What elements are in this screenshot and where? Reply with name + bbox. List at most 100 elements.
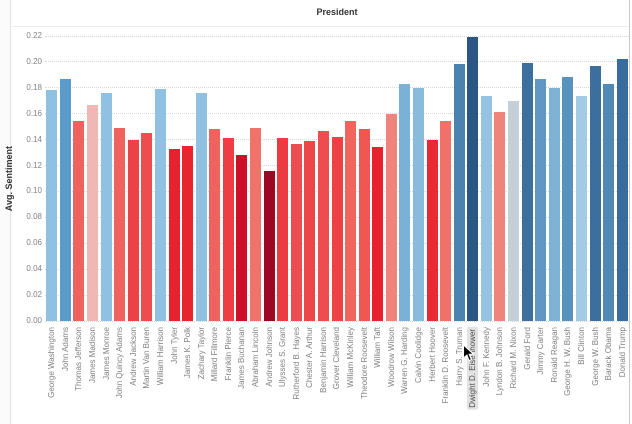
x-label-ulysses-s-grant[interactable]: Ulysses S. Grant <box>276 327 290 421</box>
bar-james-k-polk[interactable] <box>182 146 194 321</box>
bar-ulysses-s-grant[interactable] <box>277 138 289 321</box>
y-tick-label-0.04: 0.04 <box>26 264 42 274</box>
x-label-text: Bill Clinton <box>576 327 586 365</box>
bar-abraham-lincoln[interactable] <box>250 128 261 321</box>
bar-chester-a-arthur[interactable] <box>304 141 316 321</box>
x-label-text: John F. Kennedy <box>481 327 491 387</box>
bar-woodrow-wilson[interactable] <box>385 114 397 321</box>
x-label-grover-cleveland[interactable]: Grover Cleveland <box>330 327 344 421</box>
x-label-george-h-w-bush[interactable]: George H. W. Bush <box>561 327 575 421</box>
bar-donald-trump[interactable] <box>616 59 628 321</box>
x-label-woodrow-wilson[interactable]: Woodrow Wilson <box>385 327 399 421</box>
x-label-harry-s-truman[interactable]: Harry S. Truman <box>452 327 466 421</box>
x-label-andrew-johnson[interactable]: Andrew Johnson <box>262 327 276 421</box>
x-label-william-harrison[interactable]: William Harrison <box>154 327 168 421</box>
bar-rutherford-b-hayes[interactable] <box>290 144 302 321</box>
x-label-james-k-polk[interactable]: James K. Polk <box>181 327 195 421</box>
bar-theodore-roosevelt[interactable] <box>358 129 370 321</box>
y-axis-title: Avg. Sentiment <box>4 145 14 212</box>
bar-dwight-d-eisenhower[interactable] <box>467 37 479 321</box>
x-label-chester-a-arthur[interactable]: Chester A. Arthur <box>303 327 317 421</box>
x-label-james-buchanan[interactable]: James Buchanan <box>235 327 249 421</box>
x-label-martin-van-buren[interactable]: Martin Van Buren <box>140 327 154 421</box>
bar-william-taft[interactable] <box>372 147 384 321</box>
x-label-jimmy-carter[interactable]: Jimmy Carter <box>534 327 548 421</box>
bar-jimmy-carter[interactable] <box>535 79 547 321</box>
bar-andrew-jackson[interactable] <box>127 140 139 321</box>
x-label-george-washington[interactable]: George Washington <box>45 327 59 421</box>
x-label-warren-g-harding[interactable]: Warren G. Harding <box>398 327 412 421</box>
bar-lyndon-b-johnson[interactable] <box>494 112 506 321</box>
x-label-john-adams[interactable]: John Adams <box>59 327 73 421</box>
bar-gerald-ford[interactable] <box>521 63 533 321</box>
bar-john-tyler[interactable] <box>168 149 180 321</box>
bar-andrew-johnson[interactable] <box>263 171 275 321</box>
x-label-james-monroe[interactable]: James Monroe <box>99 327 113 421</box>
x-label-rutherford-b-hayes[interactable]: Rutherford B. Hayes <box>289 327 303 421</box>
y-tick-label-0.22: 0.22 <box>26 31 42 40</box>
bar-james-buchanan[interactable] <box>236 155 248 321</box>
bar-franklin-pierce[interactable] <box>222 138 234 321</box>
bar-george-h-w-bush[interactable] <box>562 77 574 321</box>
bar-benjamin-harrison[interactable] <box>317 131 329 321</box>
x-label-millard-fillmore[interactable]: Millard Fillmore <box>208 327 222 421</box>
x-label-text: Millard Fillmore <box>210 327 220 382</box>
x-label-franklin-pierce[interactable]: Franklin Pierce <box>222 327 236 421</box>
y-tick-label-0.00: 0.00 <box>26 316 42 325</box>
bar-barack-obama[interactable] <box>603 84 615 321</box>
x-label-theodore-roosevelt[interactable]: Theodore Roosevelt <box>357 327 371 421</box>
pane-border-right <box>629 0 630 424</box>
bar-grover-cleveland[interactable] <box>331 137 343 321</box>
bar-martin-van-buren[interactable] <box>141 133 153 321</box>
x-label-franklin-d-roosevelt[interactable]: Franklin D. Roosevelt <box>439 327 453 421</box>
bar-herbert-hoover[interactable] <box>426 140 438 321</box>
bar-warren-g-harding[interactable] <box>399 84 411 321</box>
bar-bill-clinton[interactable] <box>575 96 587 321</box>
x-label-ronald-reagan[interactable]: Ronald Reagan <box>548 327 562 421</box>
bar-james-madison[interactable] <box>87 105 99 321</box>
y-tick-label-0.14: 0.14 <box>26 134 42 144</box>
x-label-john-f-kennedy[interactable]: John F. Kennedy <box>480 327 494 421</box>
x-label-john-quincy-adams[interactable]: John Quincy Adams <box>113 327 127 421</box>
x-label-andrew-jackson[interactable]: Andrew Jackson <box>126 327 140 421</box>
x-label-barack-obama[interactable]: Barack Obama <box>602 327 616 421</box>
x-label-text: John Tyler <box>169 327 179 364</box>
bar-calvin-coolidge[interactable] <box>412 88 424 321</box>
x-label-donald-trump[interactable]: Donald Trump <box>615 327 629 421</box>
x-label-text: Warren G. Harding <box>400 327 410 394</box>
x-label-zachary-taylor[interactable]: Zachary Taylor <box>194 327 208 421</box>
pane-border-left <box>10 0 11 424</box>
bar-ronald-reagan[interactable] <box>548 88 560 321</box>
x-label-george-w-bush[interactable]: George W. Bush <box>588 327 602 421</box>
bar-john-adams[interactable] <box>59 79 71 321</box>
gridline-0.00 <box>45 320 629 322</box>
bar-george-washington[interactable] <box>46 90 58 321</box>
x-label-gerald-ford[interactable]: Gerald Ford <box>520 327 534 421</box>
bar-james-monroe[interactable] <box>100 93 112 321</box>
bar-zachary-taylor[interactable] <box>195 93 207 321</box>
bar-john-f-kennedy[interactable] <box>480 96 492 321</box>
x-label-herbert-hoover[interactable]: Herbert Hoover <box>425 327 439 421</box>
x-label-richard-m-nixon[interactable]: Richard M. Nixon <box>507 327 521 421</box>
x-label-bill-clinton[interactable]: Bill Clinton <box>575 327 589 421</box>
x-label-john-tyler[interactable]: John Tyler <box>167 327 181 421</box>
bar-harry-s-truman[interactable] <box>453 64 465 321</box>
x-label-dwight-d-eisenhower[interactable]: Dwight D. Eisenhower <box>466 327 480 421</box>
bar-william-mckinley[interactable] <box>345 121 357 321</box>
x-label-abraham-lincoln[interactable]: Abraham Lincoln <box>249 327 263 421</box>
bar-franklin-d-roosevelt[interactable] <box>440 121 452 321</box>
bar-thomas-jefferson[interactable] <box>73 121 85 321</box>
x-label-william-taft[interactable]: William Taft <box>371 327 385 421</box>
x-label-lyndon-b-johnson[interactable]: Lyndon B. Johnson <box>493 327 507 421</box>
x-label-text: James Buchanan <box>237 327 247 389</box>
bar-john-quincy-adams[interactable] <box>114 128 126 321</box>
x-label-thomas-jefferson[interactable]: Thomas Jefferson <box>72 327 86 421</box>
x-label-calvin-coolidge[interactable]: Calvin Coolidge <box>412 327 426 421</box>
bar-richard-m-nixon[interactable] <box>508 101 520 321</box>
x-label-william-mckinley[interactable]: William McKinley <box>344 327 358 421</box>
x-label-benjamin-harrison[interactable]: Benjamin Harrison <box>317 327 331 421</box>
bar-millard-fillmore[interactable] <box>209 129 221 321</box>
bar-william-harrison[interactable] <box>154 89 166 321</box>
x-label-james-madison[interactable]: James Madison <box>86 327 100 421</box>
bar-george-w-bush[interactable] <box>589 66 601 321</box>
